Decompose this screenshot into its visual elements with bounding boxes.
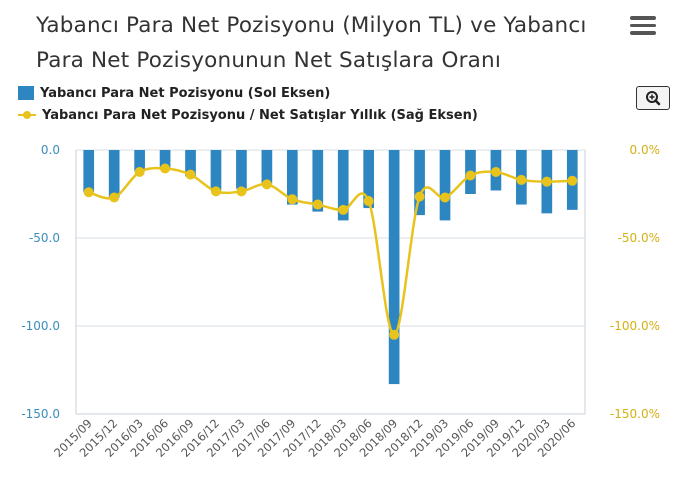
bar (261, 150, 273, 184)
legend-bar-swatch (18, 86, 34, 100)
bar (185, 150, 196, 177)
line-point (389, 329, 400, 340)
bar (83, 150, 95, 193)
y-left-tick-label: -50.0 (29, 231, 60, 245)
legend-label-bar: Yabancı Para Net Pozisyonu (Sol Eksen) (40, 85, 331, 101)
line-point (109, 192, 120, 203)
y-left-tick-label: 0.0 (41, 143, 60, 157)
line-point (414, 191, 425, 202)
zoom-magnifier-icon (646, 91, 661, 106)
bar (236, 150, 247, 189)
line-point (236, 186, 247, 197)
line-point (287, 194, 298, 205)
line-point (338, 204, 349, 215)
line-point (210, 186, 221, 197)
bar (363, 150, 375, 209)
bar (414, 150, 425, 216)
chart-legend: Yabancı Para Net Pozisyonu (Sol Eksen) Y… (18, 82, 478, 126)
y-right-tick-label: -150.0% (610, 407, 660, 421)
legend-item-line-series[interactable]: Yabancı Para Net Pozisyonu / Net Satışla… (18, 104, 478, 126)
line-point (83, 187, 94, 198)
line-point (134, 167, 145, 177)
bar (159, 150, 171, 168)
y-right-tick-label: -100.0% (610, 319, 660, 333)
zoom-button[interactable] (636, 86, 670, 110)
series-line (88, 166, 573, 337)
y-left-tick-label: -150.0 (21, 407, 60, 421)
bar (337, 150, 349, 221)
legend-label-line: Yabancı Para Net Pozisyonu / Net Satışla… (42, 107, 478, 123)
bar (108, 150, 120, 198)
bar (134, 150, 145, 172)
bar (439, 150, 451, 221)
line-point (465, 170, 476, 181)
line-point (261, 179, 272, 190)
line-point (185, 169, 196, 180)
line-point (567, 175, 578, 186)
bar (388, 150, 400, 385)
bar (312, 150, 324, 212)
bar (210, 150, 222, 191)
y-left-tick-label: -100.0 (21, 319, 60, 333)
y-right-tick-label: -50.0% (618, 231, 660, 245)
chart-title: Yabancı Para Net Pozisyonu (Milyon TL) v… (36, 13, 587, 73)
line-point (363, 196, 374, 207)
hamburger-menu-icon[interactable] (630, 16, 656, 38)
line-point (440, 192, 451, 203)
line-point (490, 167, 501, 177)
y-right-tick-label: 0.0% (630, 143, 661, 157)
line-point (541, 176, 552, 187)
bar (286, 150, 298, 205)
legend-item-bar-series[interactable]: Yabancı Para Net Pozisyonu (Sol Eksen) (18, 82, 478, 104)
line-point (312, 199, 323, 210)
line-point (160, 163, 171, 174)
line-point (516, 174, 527, 185)
legend-line-swatch (18, 108, 36, 122)
